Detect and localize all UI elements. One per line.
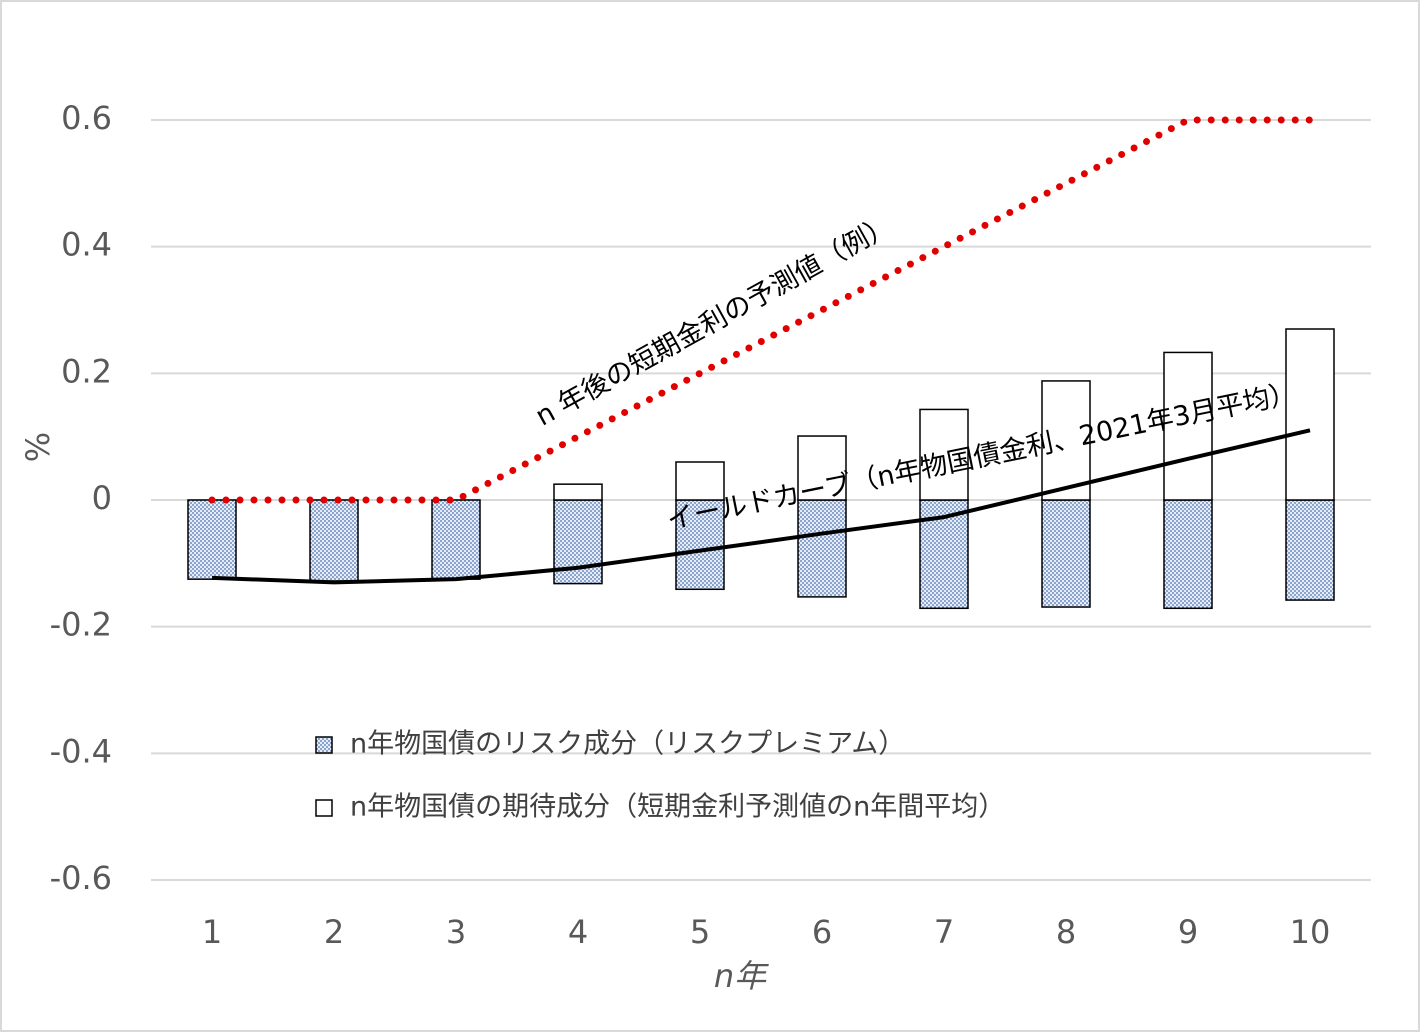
- bar: [309, 499, 359, 582]
- legend-marker: [315, 799, 333, 817]
- bar: [797, 499, 847, 598]
- bar: [919, 408, 969, 501]
- legend-marker: [315, 736, 333, 754]
- y-tick-label: 0.2: [61, 352, 112, 390]
- x-tick-label: 6: [812, 913, 832, 951]
- bar: [675, 499, 725, 591]
- bar: [1041, 380, 1091, 501]
- x-tick-label: 2: [324, 913, 344, 951]
- x-tick-label: 8: [1056, 913, 1076, 951]
- bar: [1285, 499, 1335, 601]
- bar: [1163, 351, 1213, 501]
- bar: [675, 461, 725, 501]
- x-axis-title: n年: [714, 957, 769, 995]
- y-tick-label: 0.4: [61, 226, 112, 264]
- bar: [553, 483, 603, 501]
- x-tick-label: 3: [446, 913, 466, 951]
- bar: [187, 499, 237, 580]
- bar: [1041, 499, 1091, 608]
- y-tick-label: -0.4: [50, 732, 112, 770]
- x-tick-label: 4: [568, 913, 588, 951]
- bar: [1163, 499, 1213, 610]
- line: [208, 116, 1314, 504]
- y-tick-label: 0.6: [61, 99, 112, 137]
- y-tick-label: -0.2: [50, 606, 112, 644]
- legend-label: n年物国債の期待成分（短期金利予測値のn年間平均）: [350, 792, 1005, 823]
- x-tick-label: 5: [690, 913, 710, 951]
- x-tick-label: 10: [1290, 913, 1331, 951]
- x-tick-label: 7: [934, 913, 954, 951]
- bar: [1285, 328, 1335, 501]
- bar: [797, 435, 847, 501]
- y-tick-label: 0: [92, 479, 112, 517]
- y-tick-label: -0.6: [50, 859, 112, 897]
- legend-label: n年物国債のリスク成分（リスクプレミアム）: [350, 729, 905, 760]
- x-tick-label: 1: [202, 913, 222, 951]
- line: [211, 428, 1311, 585]
- x-tick-label: 9: [1178, 913, 1198, 951]
- y-axis-title: %: [19, 432, 57, 462]
- bar: [431, 499, 481, 580]
